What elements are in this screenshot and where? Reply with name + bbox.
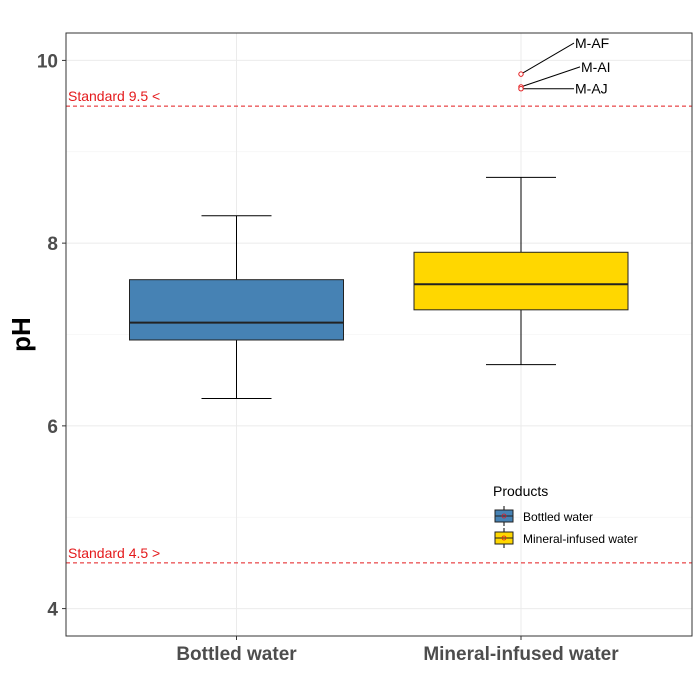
outlier-leader-line	[520, 42, 575, 75]
reference-line-label: Standard 9.5 <	[68, 88, 160, 104]
plot-panel-border	[65, 32, 693, 637]
legend: Products Bottled water Mineral-infused wat…	[493, 483, 638, 548]
legend-item-label: Mineral-infused water	[523, 532, 638, 546]
outlier-point	[518, 86, 524, 92]
box-group	[413, 176, 629, 366]
legend-item-label: Bottled water	[523, 510, 593, 524]
box-iqr	[413, 251, 629, 311]
y-tick-label: 8	[47, 234, 58, 255]
y-tick-label: 10	[37, 51, 58, 72]
reference-lines: Standard 9.5 < Standard 4.5 >	[66, 88, 692, 564]
outlier-point	[518, 71, 524, 77]
x-tick-label: Mineral-infused water	[423, 644, 619, 665]
legend-title: Products	[493, 483, 548, 499]
legend-key	[494, 506, 514, 526]
y-tick-label: 6	[47, 417, 58, 438]
outlier-label: M-AI	[581, 59, 611, 75]
outlier-label: M-AF	[575, 35, 609, 51]
legend-key	[494, 528, 514, 548]
outliers: M-AF M-AI M-AJ	[518, 35, 611, 97]
box-group	[129, 215, 344, 399]
legend-key-point	[501, 513, 507, 519]
box-iqr	[129, 279, 344, 341]
reference-line-label: Standard 4.5 >	[68, 545, 160, 561]
x-tick-label: Bottled water	[176, 644, 297, 665]
outlier-label: M-AJ	[575, 81, 608, 97]
boxes	[129, 176, 629, 399]
axes: 4 6 8 10 Bottled water Mineral-infused water	[37, 51, 619, 665]
legend-key-point	[501, 535, 507, 541]
y-tick-label: 4	[47, 600, 58, 621]
y-axis-label: pH	[6, 317, 36, 352]
outlier-leader-line	[520, 66, 581, 88]
